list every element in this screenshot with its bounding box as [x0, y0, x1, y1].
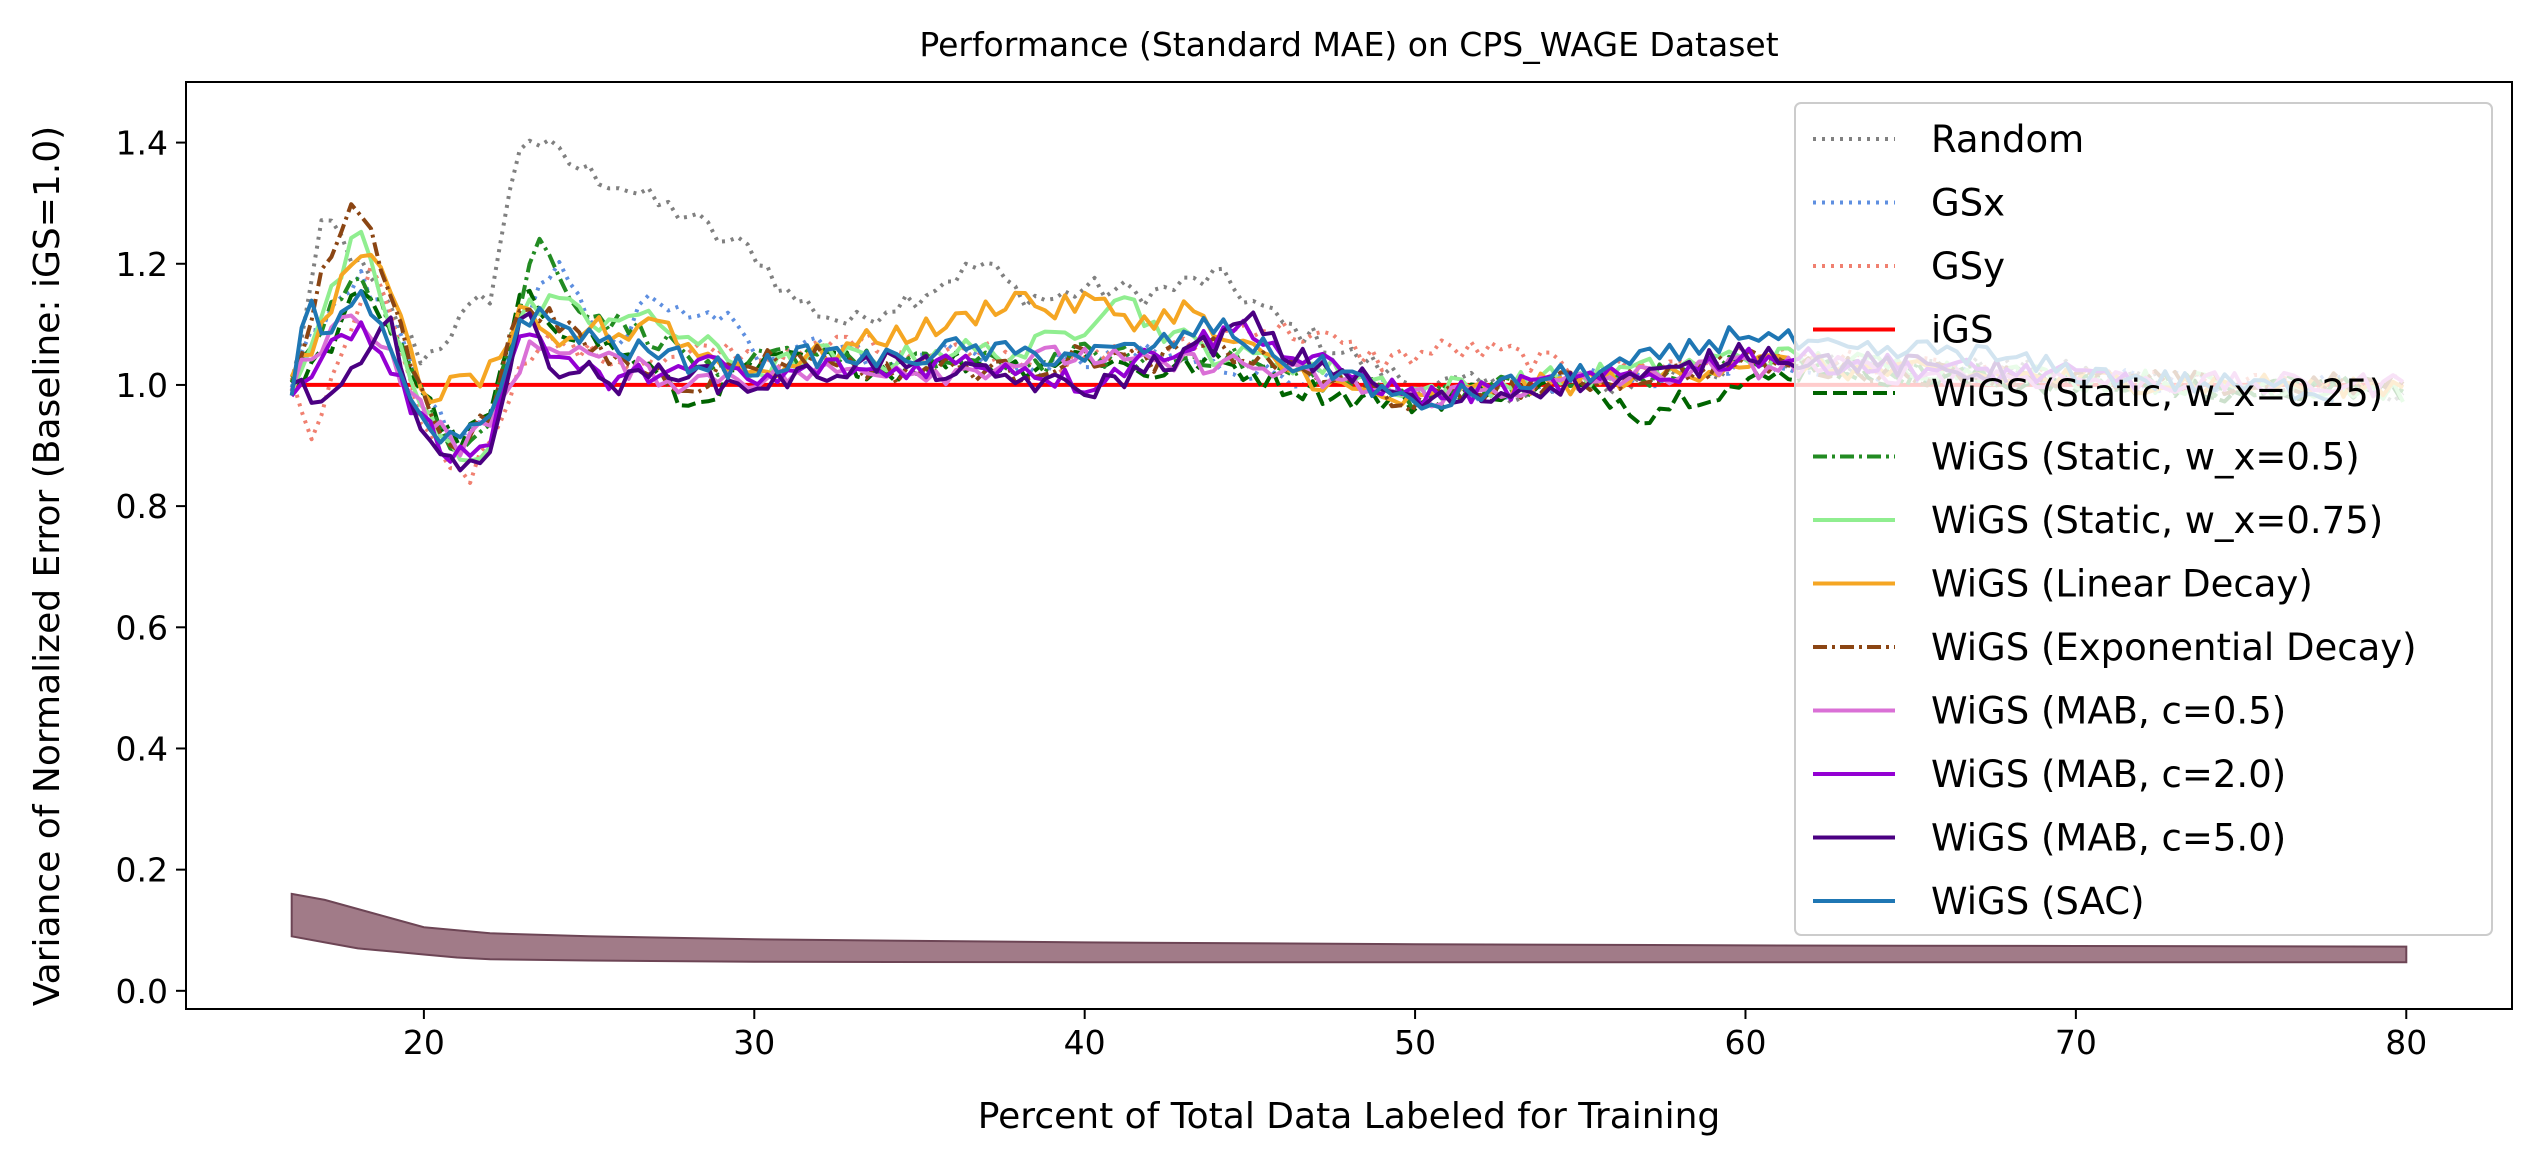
y-tick-label: 1.2 [116, 245, 168, 284]
legend-label-10: WiGS (MAB, c=2.0) [1931, 753, 2286, 796]
x-tick-label: 50 [1394, 1023, 1436, 1062]
y-tick-label: 0.6 [116, 608, 168, 647]
legend-label-5: WiGS (Static, w_x=0.5) [1931, 436, 2360, 479]
y-tick-label: 0.0 [116, 972, 168, 1011]
legend-label-9: WiGS (MAB, c=0.5) [1931, 690, 2286, 733]
legend-label-8: WiGS (Exponential Decay) [1931, 626, 2417, 669]
x-axis-label: Percent of Total Data Labeled for Traini… [978, 1096, 1721, 1137]
x-tick-label: 60 [1724, 1023, 1766, 1062]
legend-label-3: iGS [1931, 309, 1993, 352]
legend-label-4: WiGS (Static, w_x=0.25) [1931, 372, 2383, 415]
axes-frame [185, 81, 2513, 1010]
y-tick-label: 0.2 [116, 851, 168, 890]
y-tick-label: 1.4 [116, 124, 168, 163]
x-tick-label: 40 [1064, 1023, 1106, 1062]
plot-area [289, 137, 2408, 964]
x-tick-label: 20 [403, 1023, 445, 1062]
plot-clip-group [289, 137, 2408, 964]
y-tick-label: 1.0 [116, 366, 168, 405]
x-tick-label: 80 [2385, 1023, 2427, 1062]
x-tick-label: 70 [2055, 1023, 2097, 1062]
series-line-11 [290, 310, 2009, 473]
legend-label-0: Random [1931, 118, 2084, 161]
chart-title: Performance (Standard MAE) on CPS_WAGE D… [919, 25, 1778, 64]
x-tick-label: 30 [733, 1023, 775, 1062]
axes: 20 30 40 50 60 70 80 0.0 0.2 0.4 0.6 0.8 1.0 1.2 1.4 [116, 81, 2513, 1062]
y-axis-label: Variance of Normalized Error (Baseline: … [27, 126, 68, 1006]
legend-label-6: WiGS (Static, w_x=0.75) [1931, 499, 2383, 542]
legend-label-1: GSx [1931, 182, 2005, 225]
legend-label-11: WiGS (MAB, c=5.0) [1931, 817, 2286, 860]
y-tick-label: 0.4 [116, 729, 168, 768]
legend-label-2: GSy [1931, 245, 2005, 288]
y-tick-label: 0.8 [116, 487, 168, 526]
legend-label-7: WiGS (Linear Decay) [1931, 563, 2313, 606]
legend-label-12: WiGS (SAC) [1931, 880, 2145, 923]
legend-box [1794, 102, 2493, 936]
variance-band [290, 892, 2408, 964]
legend: Random GSx GSy iGS WiGS (Static, w_x=0.25) Wi… [1794, 102, 2493, 936]
